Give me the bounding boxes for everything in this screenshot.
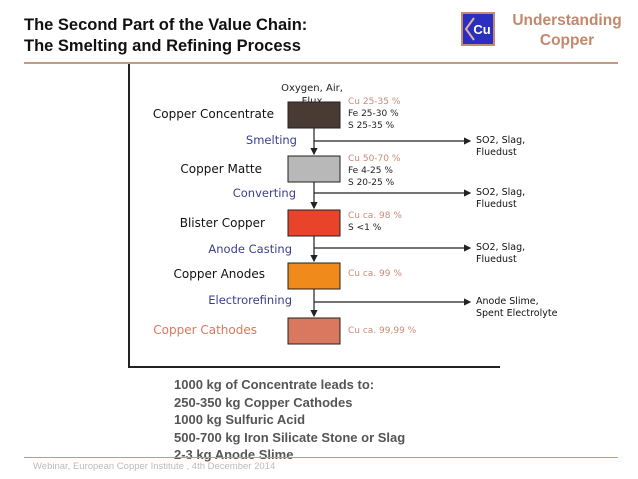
svg-text:Fluedust: Fluedust xyxy=(476,147,517,158)
svg-text:SO2, Slag,: SO2, Slag, xyxy=(476,187,525,198)
title-line-1: The Second Part of the Value Chain: xyxy=(24,16,308,34)
logo-line-1: Understanding xyxy=(512,12,622,29)
svg-text:Fluedust: Fluedust xyxy=(476,199,517,210)
svg-text:Copper Cathodes: Copper Cathodes xyxy=(153,323,257,337)
svg-text:S 25-35 %: S 25-35 % xyxy=(348,121,395,131)
svg-text:Converting: Converting xyxy=(233,186,296,200)
stage-box-cathodes xyxy=(287,317,341,345)
svg-text:Cu 25-35 %: Cu 25-35 % xyxy=(348,97,401,107)
stage-box-concentrate xyxy=(287,101,341,129)
svg-text:Electrorefining: Electrorefining xyxy=(208,293,292,307)
logo-text: Understanding Copper xyxy=(476,11,626,51)
svg-text:Fe 25-30 %: Fe 25-30 % xyxy=(348,109,399,119)
stage-box-anodes xyxy=(287,262,341,290)
svg-text:Blister Copper: Blister Copper xyxy=(180,216,265,230)
svg-text:S <1 %: S <1 % xyxy=(348,223,382,233)
svg-text:Cu 50-70 %: Cu 50-70 % xyxy=(348,154,401,164)
svg-text:S 20-25 %: S 20-25 % xyxy=(348,178,395,188)
svg-text:Anode Slime,: Anode Slime, xyxy=(476,296,539,307)
title-line-2: The Smelting and Refining Process xyxy=(24,37,301,55)
stage-box-blister xyxy=(287,209,341,237)
summary-line: 1000 kg Sulfuric Acid xyxy=(174,412,306,428)
footer-rule xyxy=(24,457,618,458)
svg-text:Fe 4-25 %: Fe 4-25 % xyxy=(348,166,393,176)
stage-box-matte xyxy=(287,155,341,183)
logo-line-2: Copper xyxy=(539,32,595,49)
svg-text:Oxygen, Air,: Oxygen, Air, xyxy=(281,83,343,94)
svg-text:Spent Electrolyte: Spent Electrolyte xyxy=(476,308,558,319)
summary-line: 500-700 kg Iron Silicate Stone or Slag xyxy=(174,429,406,445)
svg-text:Fluedust: Fluedust xyxy=(476,254,517,265)
footer-text: Webinar, European Copper Institute , 4th… xyxy=(33,461,276,472)
summary-line: 2-3 kg Anode Slime xyxy=(174,447,294,463)
header-rule xyxy=(24,62,618,64)
diagram-frame xyxy=(128,64,500,368)
summary-line: 1000 kg of Concentrate leads to: xyxy=(174,377,375,392)
svg-text:Cu: Cu xyxy=(473,22,490,37)
svg-text:Copper Matte: Copper Matte xyxy=(180,162,262,176)
svg-text:Copper Concentrate: Copper Concentrate xyxy=(153,107,274,121)
svg-text:Cu ca. 98 %: Cu ca. 98 % xyxy=(348,211,402,221)
svg-text:Copper Anodes: Copper Anodes xyxy=(174,267,266,281)
svg-text:SO2, Slag,: SO2, Slag, xyxy=(476,135,525,146)
svg-text:Smelting: Smelting xyxy=(246,133,297,147)
svg-text:Anode Casting: Anode Casting xyxy=(208,242,292,256)
summary-list: 1000 kg of Concentrate leads to: 250-350… xyxy=(174,376,405,464)
svg-text:SO2, Slag,: SO2, Slag, xyxy=(476,242,525,253)
summary-line: 250-350 kg Copper Cathodes xyxy=(174,394,353,410)
slide-title: The Second Part of the Value Chain: The … xyxy=(24,15,307,57)
svg-text:Cu ca. 99,99 %: Cu ca. 99,99 % xyxy=(348,326,417,336)
cu-logo-icon: Cu xyxy=(461,12,495,46)
svg-text:Cu ca. 99 %: Cu ca. 99 % xyxy=(348,269,402,279)
